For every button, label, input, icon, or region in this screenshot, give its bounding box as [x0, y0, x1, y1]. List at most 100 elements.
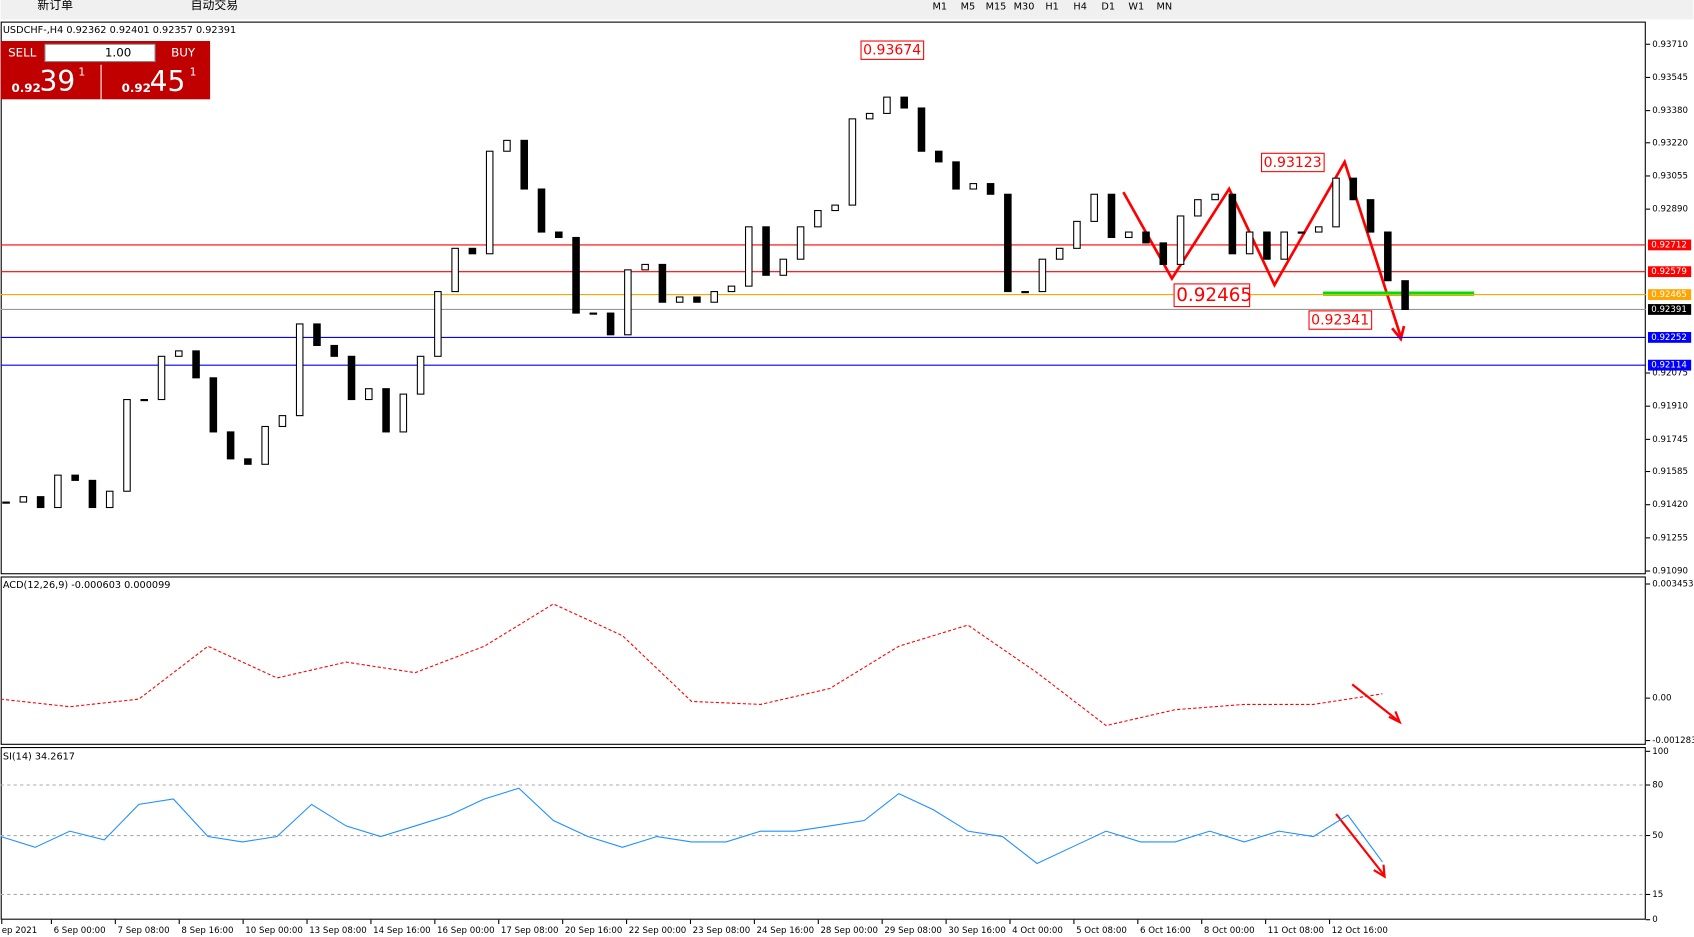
- timeframe[interactable]: M5: [961, 1, 976, 12]
- sell-big: 39: [40, 65, 76, 98]
- date-label: 16 Sep 00:00: [437, 926, 495, 936]
- y-tick-label: 0.00: [1652, 694, 1671, 704]
- date-label: 12 Oct 16:00: [1332, 926, 1388, 936]
- candle: [1176, 215, 1185, 265]
- annotation-box: [1308, 310, 1373, 330]
- level-label: 0.92114: [1651, 361, 1687, 371]
- y-tick-label: 0.93545: [1652, 73, 1688, 83]
- y-tick-label: 0: [1652, 915, 1658, 925]
- candle: [1159, 242, 1168, 265]
- level-label: 0.92579: [1651, 267, 1687, 277]
- indicator-line: [0, 787, 1383, 865]
- candle: [434, 291, 442, 357]
- candle: [1107, 193, 1116, 239]
- candle: [1194, 199, 1202, 217]
- candle: [1211, 193, 1219, 201]
- candle: [1366, 199, 1375, 233]
- y-tick-label: 0.91420: [1652, 500, 1688, 510]
- candle: [313, 323, 321, 346]
- candle: [1332, 177, 1340, 228]
- frames: [0, 21, 1646, 920]
- buy-big: 45: [150, 65, 186, 98]
- timeframe[interactable]: M15: [986, 1, 1007, 12]
- timeframe[interactable]: MN: [1157, 1, 1173, 12]
- date-label: 8 Oct 00:00: [1204, 926, 1255, 936]
- sell-sup: 1: [78, 65, 85, 78]
- y-tick-label: 15: [1652, 890, 1663, 900]
- candle: [1349, 177, 1358, 201]
- candle: [503, 139, 511, 152]
- y-tick-label: 0.93220: [1652, 138, 1688, 148]
- annotation-box: [1173, 283, 1251, 308]
- candle: [865, 112, 874, 120]
- candle: [641, 263, 649, 271]
- annotation: 0.92465: [1176, 285, 1252, 306]
- candle: [261, 425, 269, 465]
- candle: [382, 388, 390, 433]
- rsi-label: SI(14) 34.2617: [3, 752, 75, 763]
- level-label: 0.92465: [1651, 290, 1687, 300]
- candle: [1090, 193, 1098, 222]
- candle: [520, 139, 529, 190]
- timeframe[interactable]: M1: [933, 1, 948, 12]
- candle: [468, 247, 477, 255]
- buy-sup: 1: [190, 65, 197, 78]
- timeframe[interactable]: W1: [1128, 1, 1144, 12]
- level-tag: [1647, 239, 1692, 251]
- macd-pane: [0, 576, 1646, 745]
- timeframe[interactable]: D1: [1101, 1, 1115, 12]
- candle: [969, 183, 978, 190]
- date-label: 11 Oct 08:00: [1268, 926, 1324, 936]
- candle: [796, 226, 805, 260]
- y-tick-label: 0.91255: [1652, 533, 1688, 543]
- y-tick-label: 0.92075: [1652, 369, 1688, 379]
- candle: [986, 183, 995, 195]
- candle: [71, 474, 79, 481]
- candle: [883, 96, 891, 114]
- lot-box[interactable]: [44, 43, 156, 63]
- candle: [19, 496, 28, 503]
- candle: [192, 350, 200, 379]
- macd-arrow-head: [1388, 710, 1402, 725]
- date-label: 6 Oct 16:00: [1140, 926, 1191, 936]
- candle: [347, 355, 356, 401]
- candle: [1124, 231, 1133, 239]
- timeframe[interactable]: M30: [1014, 1, 1035, 12]
- candle: [693, 296, 701, 303]
- candle: [1314, 226, 1323, 233]
- date-label: 24 Sep 16:00: [757, 926, 815, 936]
- candle: [1038, 258, 1047, 293]
- sell-button[interactable]: SELL: [8, 45, 37, 59]
- auto-trade[interactable]: 自动交易: [191, 0, 238, 12]
- chart-bg: [0, 19, 1694, 937]
- date-label: 23 Sep 08:00: [693, 926, 751, 936]
- date-label: 7 Sep 08:00: [117, 926, 169, 936]
- rsi-pane: [0, 747, 1646, 920]
- date-label: 4 Oct 00:00: [1012, 926, 1063, 936]
- macd-label: ACD(12,26,9) -0.000603 0.000099: [3, 580, 171, 591]
- candle: [624, 269, 632, 336]
- lot-value[interactable]: 1.00: [105, 45, 131, 59]
- candle: [36, 496, 45, 509]
- candle: [226, 431, 235, 460]
- indicator-line: [0, 603, 1383, 727]
- annotation: 0.93123: [1264, 155, 1322, 171]
- candle: [416, 355, 425, 395]
- candle: [88, 479, 97, 509]
- buy-prefix: 0.92: [122, 81, 151, 95]
- level-label: 0.92391: [1651, 305, 1687, 315]
- timeframe[interactable]: H1: [1045, 1, 1058, 12]
- candle: [606, 312, 615, 336]
- candle: [710, 291, 719, 303]
- new-order[interactable]: 新订单: [37, 0, 73, 12]
- candle: [157, 355, 166, 401]
- buy-button[interactable]: BUY: [171, 45, 196, 59]
- timeframe[interactable]: H4: [1073, 1, 1086, 12]
- candle: [900, 96, 908, 109]
- candle: [295, 323, 304, 417]
- annotation-box: [860, 40, 925, 60]
- candle: [123, 399, 131, 492]
- sell-prefix: 0.92: [11, 81, 40, 95]
- candle: [934, 150, 943, 163]
- y-tick-label: 0.92890: [1652, 205, 1688, 215]
